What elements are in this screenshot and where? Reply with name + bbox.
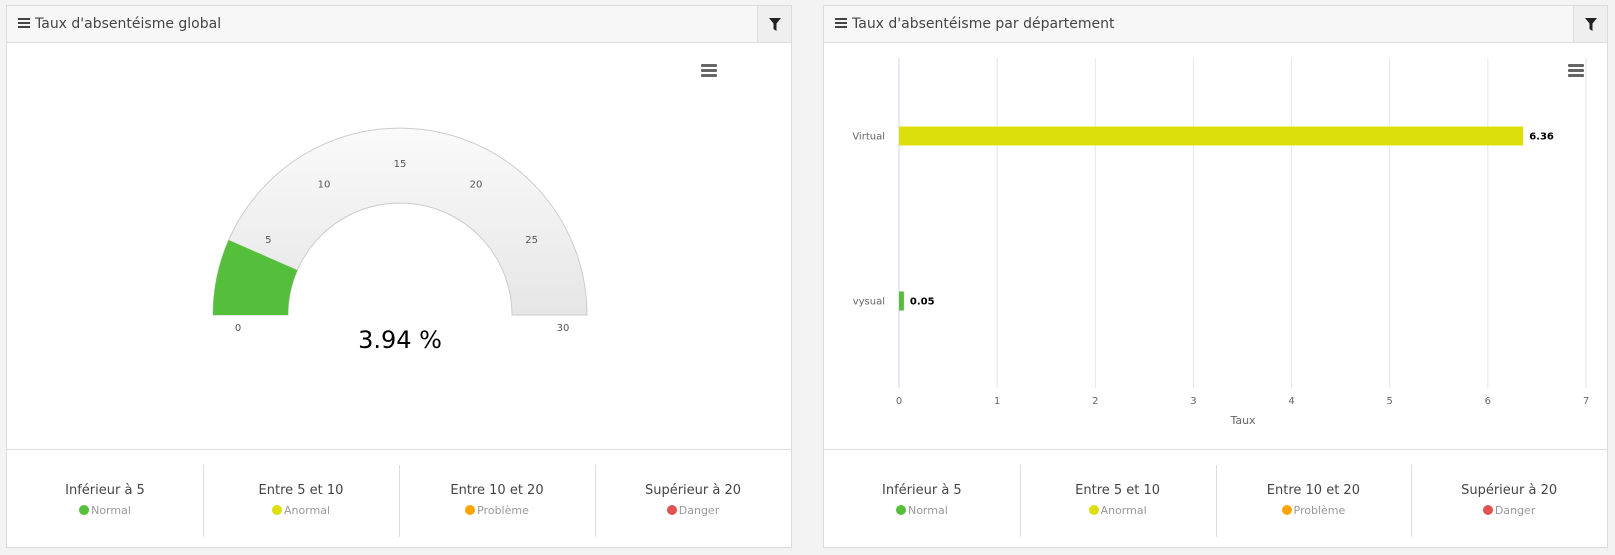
filter-icon xyxy=(768,17,781,31)
panel-title-text: Taux d'absentéisme global xyxy=(35,16,222,32)
status-dot-icon xyxy=(895,505,906,515)
status-dot-icon xyxy=(271,505,282,515)
svg-text:Virtual: Virtual xyxy=(852,132,885,143)
svg-text:2: 2 xyxy=(1092,396,1098,407)
svg-text:15: 15 xyxy=(394,159,407,170)
legend-item-probleme: Entre 10 et 20 Problème xyxy=(399,450,595,547)
svg-text:30: 30 xyxy=(557,323,570,334)
legend-item-danger: Supérieur à 20 Danger xyxy=(595,450,791,547)
panel-header: Taux d'absentéisme par département xyxy=(824,6,1607,43)
bar-plot: 6.36 0.05 0 1 2 3 4 5 6 7 Virtual vysual Taux xyxy=(852,58,1589,427)
legend-item-normal: Inférieur à 5 Normal xyxy=(824,450,1020,547)
legend-item-anormal: Entre 5 et 10 Anormal xyxy=(203,450,399,547)
legend-title: Supérieur à 20 xyxy=(1461,483,1558,498)
legend-status: Danger xyxy=(1494,504,1536,517)
svg-text:0.05: 0.05 xyxy=(910,297,935,308)
svg-text:1: 1 xyxy=(994,396,1000,407)
legend-status: Anormal xyxy=(1100,504,1147,517)
filter-button[interactable] xyxy=(757,6,791,42)
axis-labels: 0 1 2 3 4 5 6 7 Virtual vysual xyxy=(852,132,1589,408)
global-absenteeism-panel: Taux d'absentéisme global 0 5 10 15 20 25 30 3… xyxy=(6,5,792,548)
svg-text:0: 0 xyxy=(235,323,241,334)
filter-icon xyxy=(1584,17,1597,31)
svg-text:5: 5 xyxy=(1387,396,1393,407)
status-dot-icon xyxy=(465,505,476,515)
svg-text:25: 25 xyxy=(525,235,538,246)
legend-title: Supérieur à 20 xyxy=(644,483,742,498)
legend-status: Problème xyxy=(1293,504,1346,517)
gauge-tick-labels: 0 5 10 15 20 25 30 xyxy=(235,159,570,334)
bars: 6.36 0.05 xyxy=(899,126,1554,311)
department-bar-chart: 6.36 0.05 0 1 2 3 4 5 6 7 Virtual vysual Taux xyxy=(824,43,1607,449)
svg-text:3: 3 xyxy=(1190,396,1196,407)
svg-text:20: 20 xyxy=(470,179,483,190)
legend-title: Entre 5 et 10 xyxy=(258,483,344,498)
panel-header: Taux d'absentéisme global xyxy=(7,6,791,43)
legend-status: Normal xyxy=(907,504,948,517)
legend-title: Entre 10 et 20 xyxy=(450,483,544,498)
department-absenteeism-panel: Taux d'absentéisme par département 6.36 0… xyxy=(823,5,1608,548)
legend-status: Problème xyxy=(477,504,529,517)
svg-text:7: 7 xyxy=(1583,396,1589,407)
panel-title: Taux d'absentéisme par département xyxy=(835,6,1115,42)
svg-text:6: 6 xyxy=(1485,396,1491,407)
gauge-chart: 0 5 10 15 20 25 30 3.94 % xyxy=(7,43,791,449)
panel-title: Taux d'absentéisme global xyxy=(18,6,221,42)
x-axis-title: Taux xyxy=(1229,414,1256,427)
hamburger-icon xyxy=(1568,64,1584,77)
status-dot-icon xyxy=(666,505,677,515)
hamburger-icon xyxy=(835,6,847,42)
panel-title-text: Taux d'absentéisme par département xyxy=(852,16,1115,32)
gauge-background-arc xyxy=(212,127,588,316)
legend-item-probleme: Entre 10 et 20 Problème xyxy=(1215,450,1412,547)
legend-item-anormal: Entre 5 et 10 Anormal xyxy=(1019,450,1216,547)
status-dot-icon xyxy=(1281,505,1292,515)
svg-text:10: 10 xyxy=(318,179,331,190)
legend-title: Entre 5 et 10 xyxy=(1075,483,1161,498)
status-dot-icon xyxy=(79,505,90,515)
chart-menu-button[interactable] xyxy=(701,62,717,77)
status-dot-icon xyxy=(1088,505,1099,515)
filter-button[interactable] xyxy=(1573,6,1607,42)
chart-menu-button[interactable] xyxy=(1568,62,1584,77)
gauge-value-label: 3.94 % xyxy=(358,326,442,354)
svg-text:0: 0 xyxy=(896,396,902,407)
legend-title: Inférieur à 5 xyxy=(882,483,962,498)
legend-title: Inférieur à 5 xyxy=(65,483,145,498)
threshold-legend: Inférieur à 5 Normal Entre 5 et 10 Anorm… xyxy=(7,449,791,547)
gridlines xyxy=(898,58,1587,388)
svg-text:5: 5 xyxy=(265,235,271,246)
hamburger-icon xyxy=(701,64,717,77)
svg-text:4: 4 xyxy=(1288,396,1294,407)
legend-title: Entre 10 et 20 xyxy=(1266,483,1360,498)
gauge-plot: 0 5 10 15 20 25 30 3.94 % xyxy=(212,127,588,354)
legend-status: Anormal xyxy=(283,504,331,517)
hamburger-icon xyxy=(18,6,30,42)
legend-status: Danger xyxy=(678,504,720,517)
gauge-value-arc xyxy=(213,240,298,315)
svg-text:vysual: vysual xyxy=(853,297,885,308)
legend-status: Normal xyxy=(91,504,131,517)
legend-item-danger: Supérieur à 20 Danger xyxy=(1411,450,1607,547)
svg-text:6.36: 6.36 xyxy=(1529,132,1554,143)
threshold-legend: Inférieur à 5 Normal Entre 5 et 10 Anorm… xyxy=(824,449,1607,547)
legend-item-normal: Inférieur à 5 Normal xyxy=(7,450,203,547)
status-dot-icon xyxy=(1482,505,1493,515)
